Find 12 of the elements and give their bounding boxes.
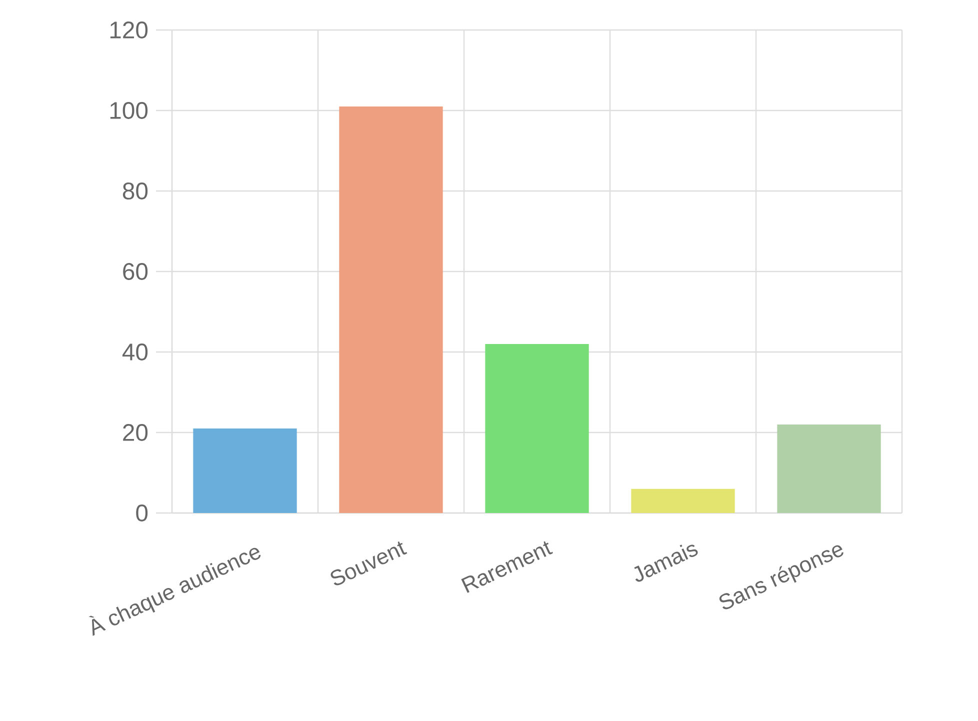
y-tick-label: 100 — [110, 102, 148, 119]
bar — [193, 428, 297, 513]
y-tick-label: 20 — [123, 424, 148, 441]
bar — [485, 344, 589, 513]
y-tick-label: 60 — [123, 263, 148, 280]
y-tick-label: 40 — [122, 344, 148, 360]
bar — [339, 106, 443, 513]
y-tick-label: 0 — [136, 504, 148, 522]
y-tick-label: 80 — [122, 182, 148, 200]
bar — [631, 488, 735, 513]
y-tick-label: 120 — [110, 22, 148, 38]
bar — [777, 424, 881, 513]
